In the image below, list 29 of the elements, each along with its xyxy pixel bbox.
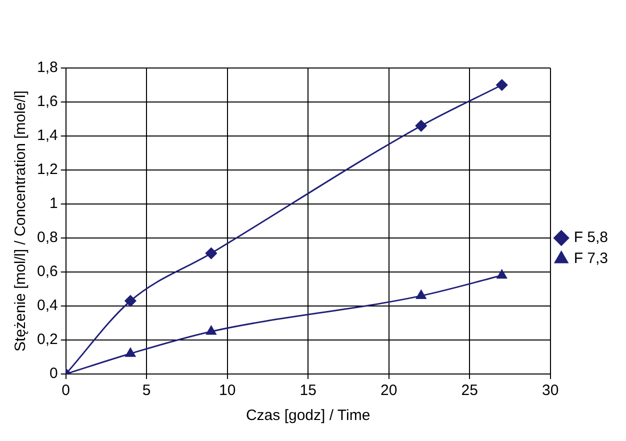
y-tick-label: 1,8 [36,59,58,76]
point [416,290,426,300]
x-tick-label: 30 [542,382,559,400]
point [124,295,136,307]
y-tick-label: 1,4 [36,127,58,144]
x-tick-label: 10 [218,382,236,400]
y-tick-label: 0,8 [36,229,58,246]
point [496,270,507,279]
x-tick-label: 0 [62,382,70,400]
legend-label: F 7,3 [574,250,608,268]
x-tick-label: 20 [380,382,398,400]
y-tick-label: 0,6 [36,263,58,280]
y-tick-label: 0,2 [36,331,58,348]
point [206,326,216,335]
y-axis-title: Stężenie [mol/l] / Concentration [mole/l] [12,90,30,352]
point [496,79,508,91]
x-tick-label: 15 [300,382,316,400]
point [415,120,427,132]
y-tick-label: 1,6 [36,93,58,110]
legend-label: F 5,8 [574,229,608,246]
y-tick-label: 1,2 [36,161,58,178]
point [205,248,217,260]
x-tick-label: 25 [461,382,478,400]
point [125,348,136,357]
x-axis-title: Czas [godz] / Time [246,407,370,424]
y-tick-label: 0,4 [36,297,58,314]
y-tick-label: 1 [50,195,58,212]
y-tick-label: 0 [50,365,58,382]
x-tick-label: 5 [142,382,151,400]
